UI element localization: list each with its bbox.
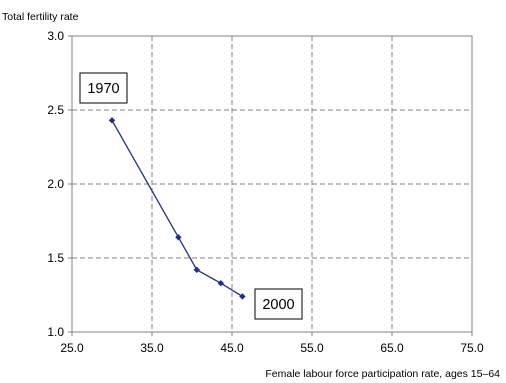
y-tick-label: 1.5 — [47, 251, 64, 265]
series-layer — [108, 117, 246, 300]
callout-box — [254, 288, 303, 320]
data-point — [175, 234, 182, 241]
series-line — [111, 120, 243, 298]
y-tick-labels: 1.0 1.5 2.0 2.5 3.0 — [47, 29, 72, 339]
x-tick-label: 55.0 — [300, 341, 324, 355]
x-tick-label: 65.0 — [380, 341, 404, 355]
x-tick-label: 45.0 — [220, 341, 244, 355]
callout-label: 1970 — [87, 81, 119, 97]
callout-label: 2000 — [262, 297, 294, 313]
data-point — [217, 279, 224, 287]
x-axis-title: Female labour force participation rate, … — [265, 368, 500, 380]
x-tick-label: 25.0 — [60, 341, 84, 355]
data-point — [239, 293, 246, 300]
callout-1970: 1970 — [79, 72, 128, 104]
callout-box — [79, 72, 128, 104]
y-tick-label: 2.0 — [47, 177, 64, 191]
y-tick-label: 3.0 — [47, 29, 64, 43]
data-point — [193, 266, 200, 274]
x-tick-label: 75.0 — [460, 341, 484, 355]
y-axis-title: Total fertility rate — [2, 11, 79, 23]
x-tick-label: 35.0 — [140, 341, 164, 355]
callout-2000: 2000 — [254, 288, 303, 320]
grid-lines — [72, 36, 472, 332]
data-point — [108, 117, 116, 124]
y-tick-label: 2.5 — [47, 103, 64, 117]
y-tick-label: 1.0 — [47, 325, 64, 339]
x-tick-labels: 25.0 35.0 45.0 55.0 65.0 75.0 — [60, 332, 484, 355]
annotations: 1970 2000 — [79, 72, 303, 320]
